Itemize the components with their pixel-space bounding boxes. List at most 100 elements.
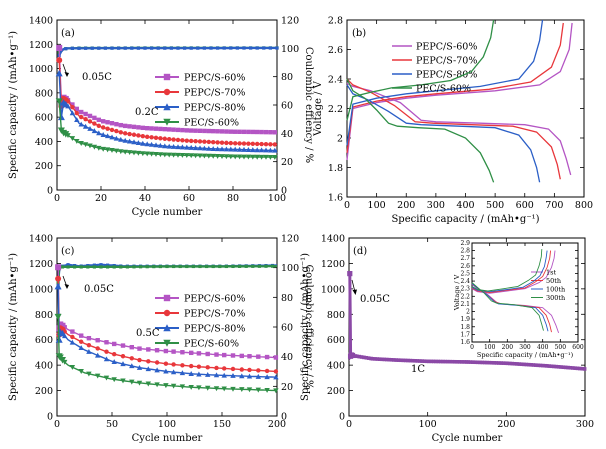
ce-point [165, 264, 169, 269]
data-point [549, 364, 554, 369]
data-point [580, 366, 585, 371]
data-point [91, 128, 98, 134]
ce-point [139, 265, 143, 269]
data-point [65, 103, 71, 109]
data-point [545, 364, 549, 368]
data-point [420, 359, 424, 363]
y-tick-label: 2.6 [460, 263, 470, 270]
data-point [112, 341, 117, 347]
data-point [515, 362, 519, 366]
data-point [154, 367, 160, 373]
y-tick-label: 2.9 [460, 240, 470, 247]
data-point [188, 153, 194, 159]
data-point [241, 154, 247, 160]
data-point [78, 345, 84, 351]
y-tick-label: 2.8 [460, 248, 470, 255]
data-point [236, 146, 243, 152]
y-tick-label: 600 [327, 335, 345, 346]
data-point [445, 359, 450, 364]
y-tick-label: 200 [327, 386, 345, 397]
data-point [87, 119, 93, 124]
data-point [246, 373, 253, 379]
data-point [201, 145, 208, 151]
ce-point [205, 264, 209, 269]
annotation-rate: 1C [411, 364, 425, 375]
data-point [554, 364, 559, 369]
data-point [184, 144, 190, 150]
data-point [232, 146, 238, 152]
ce-point [64, 47, 68, 51]
data-point [214, 146, 221, 152]
data-point [559, 365, 563, 369]
y2-tick-label: 100 [281, 263, 299, 274]
y-tick-label: 1.8 [460, 324, 470, 331]
x-axis-label: Specific capacity / (mAh•g⁻¹) [477, 351, 574, 359]
data-point [180, 363, 185, 368]
data-point [79, 114, 84, 120]
data-point [196, 351, 202, 356]
data-point [197, 128, 203, 134]
panel-label: (c) [61, 246, 75, 257]
data-point [56, 57, 63, 64]
ce-point [172, 264, 176, 269]
y-axis-label: Voltage / V [453, 274, 461, 311]
data-point [364, 355, 369, 360]
data-point [246, 141, 251, 146]
legend-label: PEPC/S-70% [416, 56, 477, 67]
data-point [239, 373, 245, 379]
data-point [114, 128, 119, 134]
y-tick-label: 0 [47, 412, 53, 423]
data-point [87, 125, 93, 131]
data-point [78, 369, 84, 374]
data-point [526, 362, 531, 367]
data-point [118, 130, 124, 135]
x-tick-label: 40 [139, 193, 151, 204]
data-point [494, 361, 499, 365]
data-point [175, 152, 181, 158]
data-point [171, 349, 176, 354]
data-point [441, 359, 445, 364]
data-point [86, 342, 92, 348]
data-point [272, 147, 278, 153]
data-point [259, 129, 264, 135]
data-point [96, 130, 102, 136]
data-point [120, 343, 126, 348]
data-point [214, 352, 219, 357]
data-point [96, 117, 101, 123]
data-point [104, 147, 111, 153]
data-point [450, 359, 455, 364]
ce-point [130, 46, 134, 50]
panel-label: (b) [352, 28, 366, 39]
panel-d_inset: 0 100 200 300 400 500 6001.61.71.81.922.12.22.… [453, 240, 584, 359]
x-tick-label: 100 [419, 419, 437, 430]
data-point [69, 136, 76, 141]
ce-point [90, 46, 94, 50]
data-point [236, 154, 243, 160]
data-point [91, 144, 98, 150]
data-point [462, 360, 467, 364]
data-point [237, 141, 242, 146]
data-point [197, 139, 203, 144]
data-point [232, 154, 238, 160]
data-point [144, 151, 150, 157]
data-point [167, 127, 172, 132]
data-point [418, 359, 422, 363]
legend-marker [163, 309, 171, 317]
data-point [406, 358, 410, 363]
data-point [573, 366, 577, 370]
ce-point [257, 264, 261, 268]
ce-point [176, 46, 180, 50]
ce-point [92, 265, 96, 269]
y2-tick-label: 100 [281, 44, 299, 55]
panel-label: (d) [353, 246, 367, 257]
data-point [529, 363, 533, 367]
data-point [131, 124, 137, 130]
data-point [171, 127, 176, 132]
data-point [92, 121, 97, 126]
data-point [126, 138, 133, 144]
x-axis-label: Cycle number [132, 207, 203, 218]
ce-point [224, 264, 228, 269]
data-point [263, 129, 269, 135]
legend-label: PEPC/S-60% [184, 294, 245, 305]
